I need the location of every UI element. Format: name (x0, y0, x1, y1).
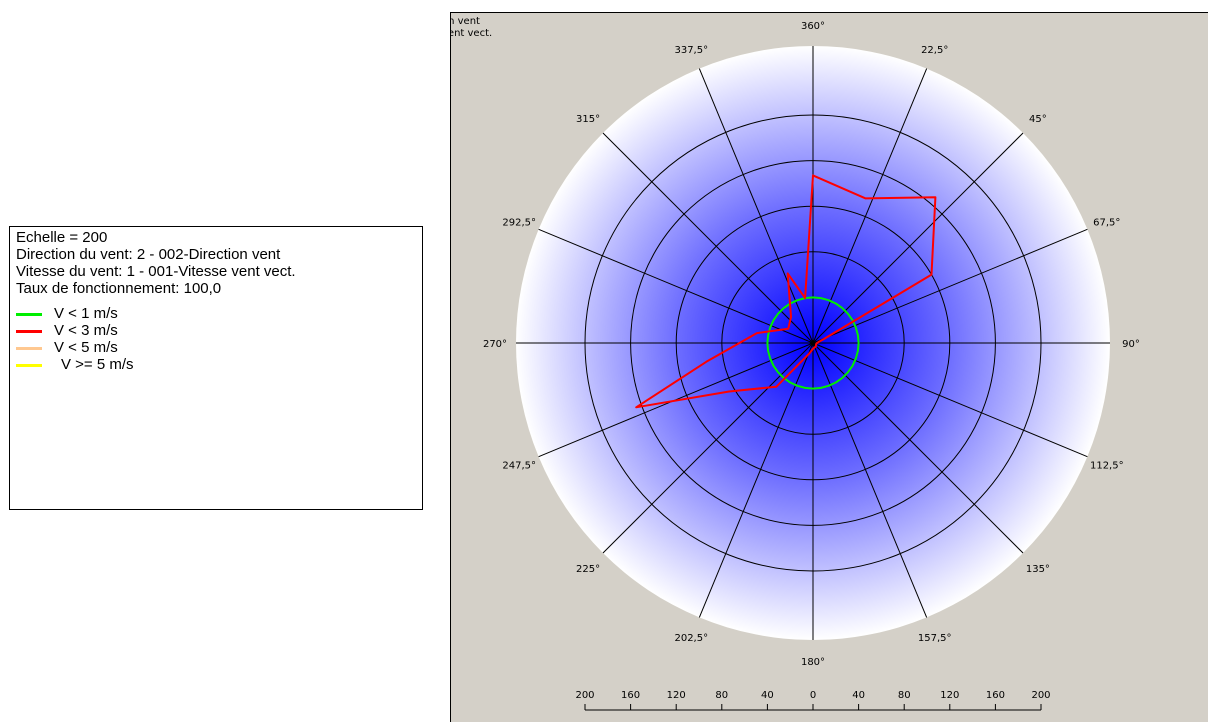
scale-text: Echelle = 200 (16, 229, 108, 246)
spoke-line (812, 342, 928, 618)
direction-labels: 360° 22,5° 45° 67,5° 90° 112,5° 135° 157,5° 180°… (483, 21, 1140, 668)
scale-tick-label: 120 (940, 690, 959, 701)
direction-label: 90° (1122, 339, 1140, 350)
legend-swatch-orange (16, 347, 42, 350)
speed-source-text: Vitesse du vent: 1 - 001-Vitesse vent ve… (16, 263, 296, 280)
wind-rose-window: 360° 22,5° 45° 67,5° 90° 112,5° 135° 157,5° 180°… (450, 12, 1208, 722)
legend-item-v-lt-5: V < 5 m/s (16, 339, 422, 356)
scale-tick-label: 40 (761, 690, 774, 701)
legend-item-v-lt-3: V < 3 m/s (16, 322, 422, 339)
direction-label: 315° (576, 114, 600, 125)
radial-scale-axis: 200 160 120 80 40 0 40 80 120 160 200 (575, 690, 1051, 711)
clipped-speed-label: vent vect. (451, 28, 493, 39)
direction-label: 67,5° (1093, 217, 1120, 228)
direction-label: 247,5° (502, 461, 536, 472)
legend-swatch-green (16, 313, 42, 316)
legend-label: V < 1 m/s (54, 305, 118, 322)
direction-label: 22,5° (921, 45, 948, 56)
info-legend-panel: Echelle = 200 Direction du vent: 2 - 002… (9, 226, 423, 510)
spoke-line (812, 228, 1088, 344)
direction-label: 157,5° (918, 633, 952, 644)
scale-tick-label: 200 (575, 690, 594, 701)
spoke-line (812, 132, 1024, 344)
polar-grid (516, 46, 1110, 640)
direction-label: 360° (801, 21, 825, 32)
spoke-line (698, 68, 814, 344)
spoke-line (602, 342, 814, 554)
direction-label: 225° (576, 564, 600, 575)
scale-tick-label: 160 (621, 690, 640, 701)
legend-swatch-yellow (16, 364, 42, 367)
wind-rose-chart: 360° 22,5° 45° 67,5° 90° 112,5° 135° 157,5° 180°… (451, 13, 1208, 722)
direction-label: 135° (1026, 564, 1050, 575)
series-line (635, 174, 937, 409)
scale-tick-label: 80 (715, 690, 728, 701)
legend-item-v-gte-5: V >= 5 m/s (16, 356, 422, 373)
spoke-line (812, 68, 928, 344)
legend-label: V >= 5 m/s (61, 356, 134, 373)
legend-label: V < 3 m/s (54, 322, 118, 339)
scale-tick-label: 160 (986, 690, 1005, 701)
direction-label: 202,5° (674, 633, 708, 644)
direction-source-text: Direction du vent: 2 - 002-Direction ven… (16, 246, 281, 263)
scale-tick-label: 200 (1031, 690, 1050, 701)
direction-label: 180° (801, 657, 825, 668)
spoke-line (538, 228, 814, 344)
legend-item-v-lt-1: V < 1 m/s (16, 305, 422, 322)
spoke-line (812, 342, 1024, 554)
scale-tick-label: 80 (898, 690, 911, 701)
series-line (766, 296, 860, 390)
direction-label: 112,5° (1090, 461, 1124, 472)
spoke-line (812, 342, 1088, 458)
direction-label: 292,5° (502, 217, 536, 228)
speed-legend: V < 1 m/s V < 3 m/s V < 5 m/s V >= 5 m/s (16, 305, 422, 373)
clipped-direction-label: on vent (451, 16, 480, 27)
operating-rate-text: Taux de fonctionnement: 100,0 (16, 280, 222, 297)
scale-tick-label: 0 (810, 690, 816, 701)
scale-tick-label: 120 (667, 690, 686, 701)
direction-label: 270° (483, 339, 507, 350)
legend-swatch-red (16, 330, 42, 333)
scale-tick-label: 40 (852, 690, 865, 701)
legend-label: V < 5 m/s (54, 339, 118, 356)
series-layer (635, 174, 937, 409)
direction-label: 337,5° (674, 45, 708, 56)
direction-label: 45° (1029, 114, 1047, 125)
spoke-line (698, 342, 814, 618)
spoke-line (602, 132, 814, 344)
